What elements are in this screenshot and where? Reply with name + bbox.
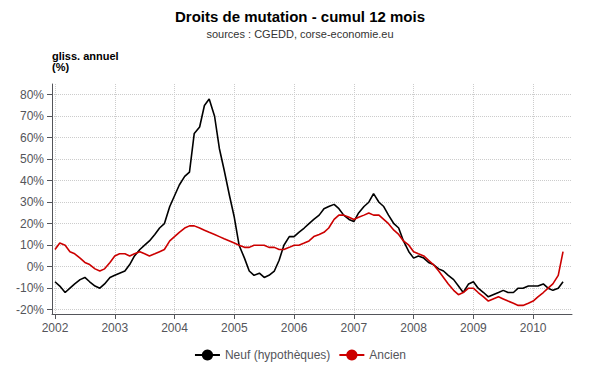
svg-text:2006: 2006 bbox=[281, 321, 308, 335]
svg-text:Neuf (hypothèques): Neuf (hypothèques) bbox=[225, 348, 330, 362]
svg-text:-10%: -10% bbox=[16, 281, 44, 295]
svg-text:2009: 2009 bbox=[460, 321, 487, 335]
svg-text:sources : CGEDD, corse-economi: sources : CGEDD, corse-economie.eu bbox=[206, 28, 393, 40]
svg-text:2007: 2007 bbox=[340, 321, 367, 335]
svg-text:30%: 30% bbox=[20, 195, 44, 209]
svg-text:2010: 2010 bbox=[520, 321, 547, 335]
svg-text:2004: 2004 bbox=[161, 321, 188, 335]
svg-text:-20%: -20% bbox=[16, 303, 44, 317]
svg-text:10%: 10% bbox=[20, 238, 44, 252]
svg-text:0%: 0% bbox=[27, 260, 45, 274]
svg-text:60%: 60% bbox=[20, 131, 44, 145]
svg-text:40%: 40% bbox=[20, 174, 44, 188]
svg-text:2005: 2005 bbox=[221, 321, 248, 335]
svg-text:20%: 20% bbox=[20, 217, 44, 231]
svg-text:2008: 2008 bbox=[400, 321, 427, 335]
svg-text:Ancien: Ancien bbox=[369, 348, 406, 362]
svg-text:70%: 70% bbox=[20, 109, 44, 123]
svg-text:80%: 80% bbox=[20, 88, 44, 102]
svg-text:2002: 2002 bbox=[42, 321, 69, 335]
svg-text:gliss. annuel: gliss. annuel bbox=[52, 49, 119, 62]
svg-text:Droits de mutation - cumul 12: Droits de mutation - cumul 12 mois bbox=[175, 8, 425, 25]
svg-text:(%): (%) bbox=[52, 61, 69, 73]
svg-text:2003: 2003 bbox=[101, 321, 128, 335]
svg-text:50%: 50% bbox=[20, 152, 44, 166]
